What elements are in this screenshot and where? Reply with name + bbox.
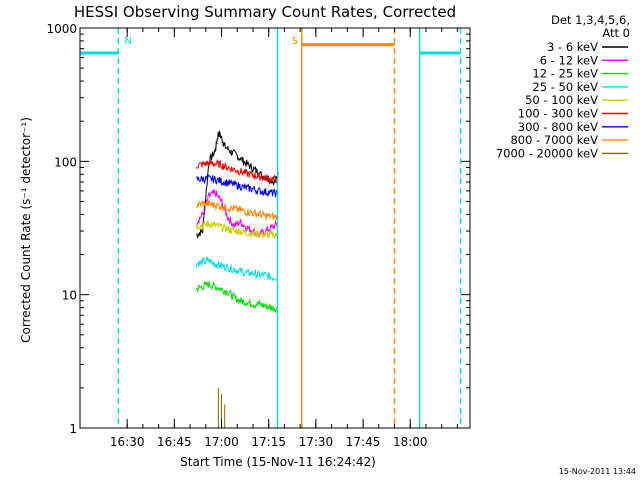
series-line-6 [196,174,279,198]
legend-label-5: 100 - 300 keV [518,107,598,121]
series-line-7 [195,199,279,222]
state-label-N: N [124,36,131,47]
marker-layer [117,28,462,428]
legend-label-0: 3 - 6 keV [547,40,598,54]
x-tick-label-1: 16:45 [157,435,192,449]
x-tick-label-2: 17:00 [204,435,239,449]
y-tick-label-3: 1000 [46,22,77,36]
legend-label-4: 50 - 100 keV [525,93,598,107]
legend-header-2: Att 0 [602,26,630,40]
legend-header-1: Det 1,3,4,5,6, [551,13,630,27]
x-axis-label: Start Time (15-Nov-11 16:24:42) [180,455,376,469]
x-tick-label-4: 17:30 [299,435,334,449]
series-line-8 [217,387,226,429]
x-tick-label-6: 18:00 [393,435,428,449]
y-axis-label: Corrected Count Rate (s⁻¹ detector⁻¹) [19,117,33,343]
chart-title: HESSI Observing Summary Count Rates, Cor… [74,3,456,21]
series-layer [195,130,279,429]
x-tick-label-3: 17:15 [251,435,286,449]
series-line-3 [195,256,279,282]
x-tick-label-0: 16:30 [110,435,145,449]
series-line-4 [195,219,279,239]
legend-label-6: 300 - 800 keV [518,120,598,134]
legend-label-8: 7000 - 20000 keV [496,146,598,160]
y-tick-label-0: 1 [69,422,77,436]
x-tick-label-5: 17:45 [346,435,381,449]
y-tick-label-1: 10 [62,289,77,303]
state-label-S: S [292,36,298,47]
legend-label-7: 800 - 7000 keV [510,133,598,147]
series-line-5 [195,158,279,184]
tick-layer: 1 10 100 1000 16:30 16:45 17:00 17:15 17:30 17:45… [46,22,470,449]
series-line-2 [196,280,279,313]
legend-label-2: 12 - 25 keV [532,67,598,81]
plot-frame [79,27,471,429]
footer-timestamp: 15-Nov-2011 13:44 [559,467,636,476]
legend-label-1: 6 - 12 keV [540,53,598,67]
legend-label-3: 25 - 50 keV [532,80,598,94]
y-tick-label-2: 100 [54,155,77,169]
